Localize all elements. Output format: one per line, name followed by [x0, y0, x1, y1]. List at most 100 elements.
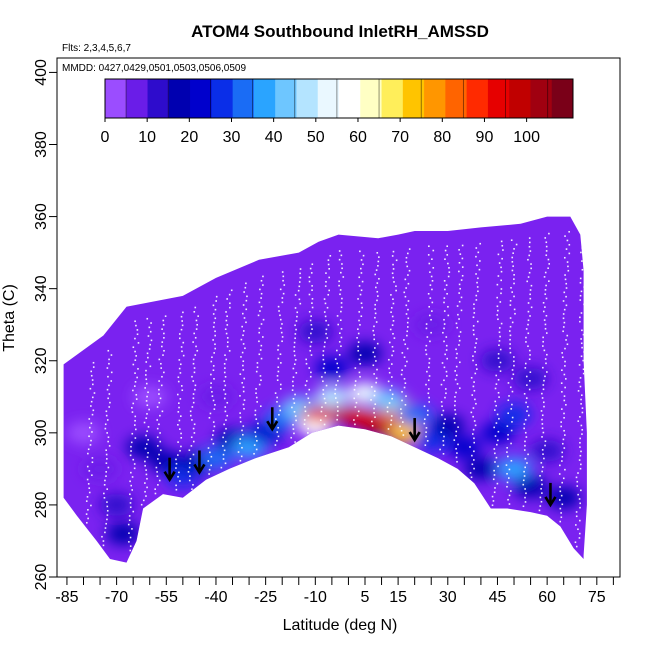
profile-dot [428, 314, 431, 317]
profile-dot [146, 317, 149, 320]
profile-dot [579, 416, 581, 418]
profile-dot [210, 360, 213, 363]
profile-dot [307, 414, 310, 417]
profile-dot [147, 391, 149, 394]
profile-dot [470, 411, 473, 414]
profile-dot [226, 345, 229, 348]
profile-dot [522, 479, 525, 482]
profile-dot [89, 444, 92, 446]
profile-dot [562, 438, 565, 441]
profile-dot [372, 329, 375, 332]
rh-cell [126, 436, 161, 459]
profile-dot [258, 327, 261, 330]
profile-dot [476, 264, 478, 267]
profile-dot [579, 437, 581, 440]
profile-dot [144, 374, 147, 376]
profile-dot [255, 392, 257, 395]
profile-dot [425, 353, 428, 356]
profile-dot [392, 250, 395, 253]
profile-dot [260, 323, 263, 325]
profile-dot [522, 483, 525, 486]
profile-dot [309, 345, 312, 348]
profile-dot [446, 245, 449, 248]
profile-dot [277, 435, 280, 438]
profile-dot [337, 379, 339, 382]
profile-dot [547, 258, 550, 261]
profile-dot [212, 339, 214, 341]
profile-dot [581, 268, 584, 271]
profile-dot [473, 307, 475, 310]
profile-dot [311, 302, 313, 304]
profile-dot [562, 330, 564, 333]
profile-dot [303, 423, 306, 426]
profile-dot [391, 345, 394, 348]
profile-dot [426, 440, 429, 442]
profile-dot [278, 310, 280, 312]
profile-dot [476, 286, 479, 288]
profile-dot [340, 271, 342, 274]
profile-dot [428, 375, 431, 377]
profile-dot [579, 519, 581, 522]
profile-dot [279, 314, 281, 317]
dates-note: MMDD: 0427,0429,0501,0503,0506,0509 [62, 63, 246, 74]
x-tick-label: -25 [254, 589, 277, 606]
profile-dot [445, 370, 448, 373]
profile-dot [304, 406, 306, 408]
profile-dot [146, 352, 149, 355]
profile-dot [374, 303, 377, 306]
profile-dot [509, 299, 512, 302]
profile-dot [212, 326, 215, 328]
profile-dot [131, 411, 134, 413]
profile-dot [106, 488, 109, 490]
profile-dot [561, 391, 563, 393]
profile-dot [458, 339, 461, 342]
profile-dot [93, 392, 96, 394]
profile-dot [498, 327, 501, 329]
profile-dot [180, 415, 182, 417]
profile-dot [440, 383, 443, 386]
profile-dot [294, 307, 297, 309]
profile-dot [448, 271, 451, 273]
profile-dot [459, 253, 462, 255]
profile-dot [458, 270, 460, 273]
profile-dot [357, 345, 359, 348]
profile-dot [255, 448, 258, 451]
profile-dot [135, 355, 137, 357]
profile-dot [475, 255, 477, 258]
profile-dot [560, 425, 563, 428]
profile-dot [339, 293, 341, 296]
arrow-head [544, 496, 557, 508]
rh-cell [298, 320, 333, 343]
profile-dot [404, 278, 407, 281]
profile-dot [427, 254, 430, 256]
profile-dot [135, 393, 138, 396]
profile-dot [542, 345, 544, 347]
profile-dot [277, 357, 280, 360]
profile-dot [210, 386, 212, 389]
profile-dot [498, 344, 500, 347]
profile-dot [577, 420, 580, 422]
profile-dot [360, 315, 363, 317]
profile-dot [192, 393, 195, 395]
profile-dot [342, 276, 345, 278]
profile-dot [278, 413, 280, 416]
profile-dot [136, 329, 139, 331]
profile-dot [357, 298, 359, 300]
profile-dot [180, 436, 183, 439]
profile-dot [212, 304, 215, 307]
profile-dot [358, 276, 361, 279]
profile-dot [159, 414, 161, 417]
profile-dot [360, 259, 363, 261]
profile-dot [142, 499, 145, 502]
profile-dot [565, 248, 568, 250]
profile-dot [336, 349, 338, 352]
profile-dot [524, 431, 527, 434]
profile-dot [224, 354, 226, 356]
profile-dot [228, 293, 231, 296]
profile-dot [90, 439, 92, 442]
profile-dot [257, 422, 259, 425]
profile-dot [104, 479, 106, 482]
profile-dot [582, 368, 585, 371]
profile-dot [90, 400, 93, 403]
profile-dot [338, 375, 341, 378]
